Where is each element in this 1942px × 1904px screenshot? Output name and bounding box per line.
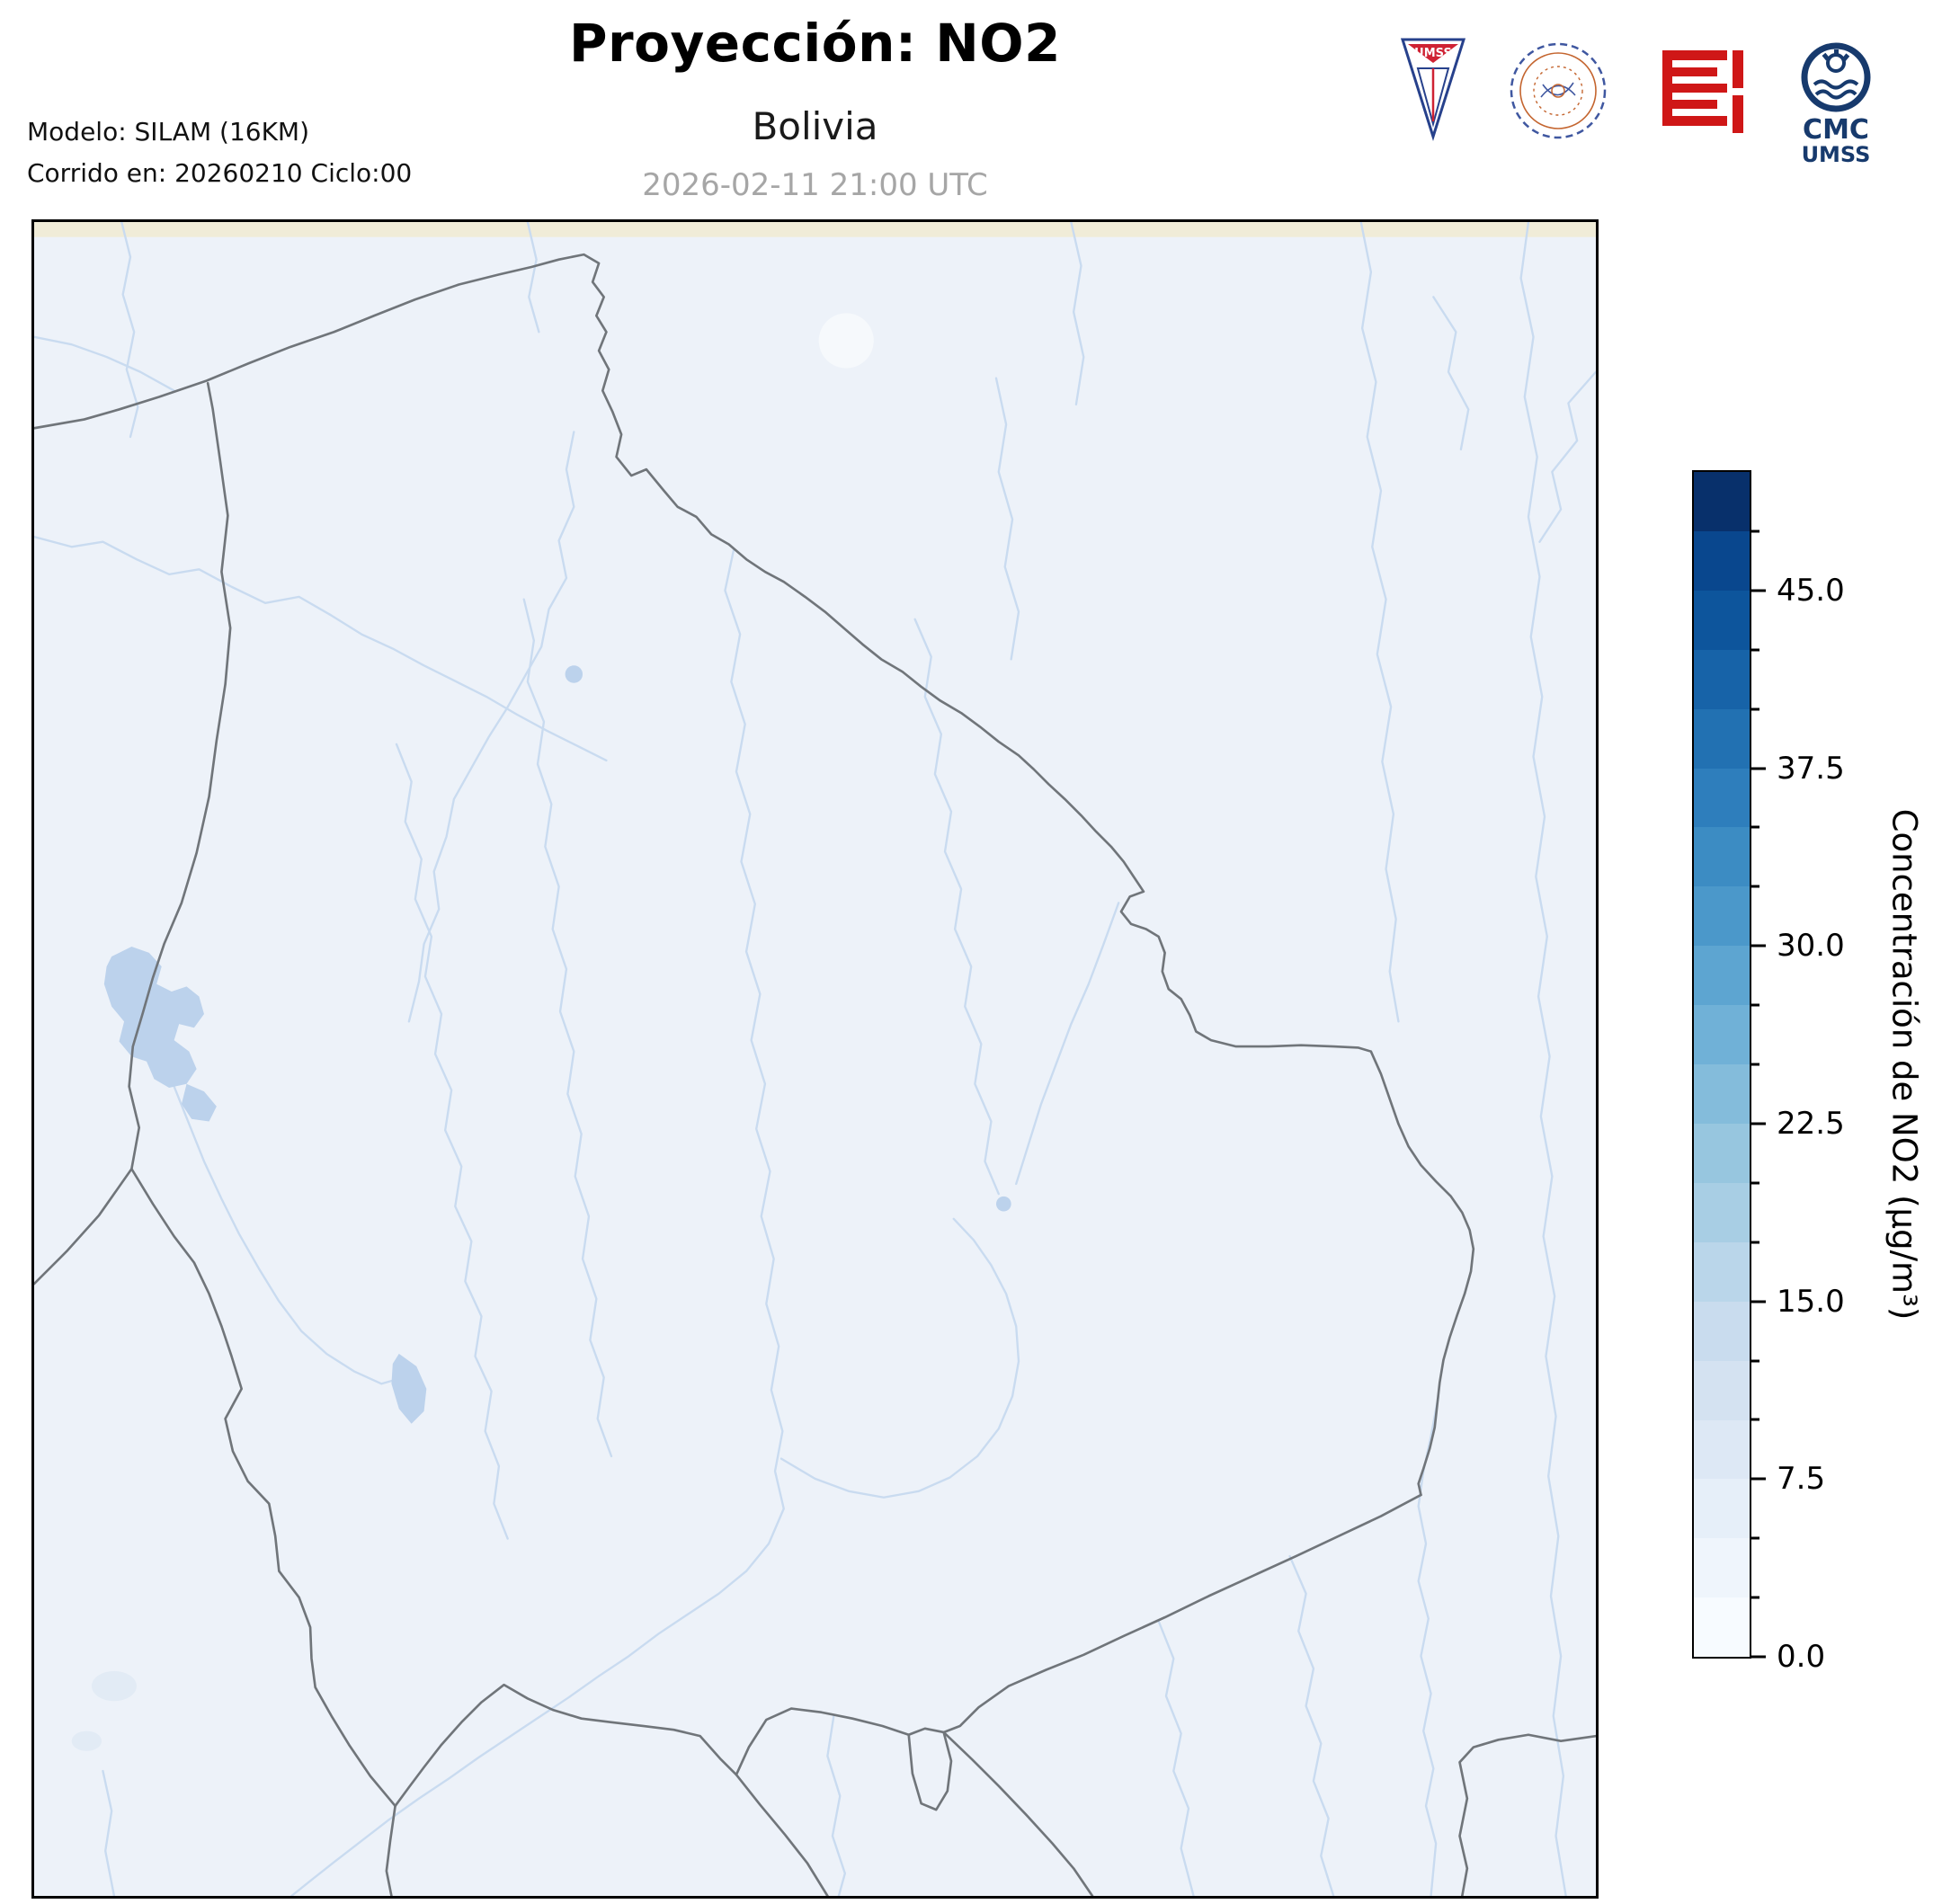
colorbar-segment xyxy=(1694,1064,1750,1124)
colorbar-segment xyxy=(1694,1123,1750,1183)
umss-shield-logo: UMSS xyxy=(1400,38,1466,141)
colorbar-tick-label: 37.5 xyxy=(1777,750,1845,787)
salar-patch xyxy=(71,1731,102,1751)
colorbar-major-tick xyxy=(1751,1477,1766,1481)
colorbar-axis-label: Concentración de NO2 (µg/m³) xyxy=(1884,808,1924,1321)
colorbar-segment xyxy=(1694,1301,1750,1361)
colorbar-major-tick xyxy=(1751,1655,1766,1659)
colorbar-tick-label: 15.0 xyxy=(1777,1283,1845,1320)
region-subtitle: Bolivia xyxy=(752,104,878,148)
colorbar-minor-tick xyxy=(1751,1596,1759,1599)
colorbar-major-tick xyxy=(1751,1300,1766,1303)
country-border-lines xyxy=(34,253,1596,1896)
colorbar-segment xyxy=(1694,472,1750,531)
river-lines xyxy=(34,222,1596,1896)
colorbar-segment xyxy=(1694,1479,1750,1539)
map-background xyxy=(34,222,1596,1896)
colorbar-minor-tick xyxy=(1751,1181,1759,1185)
colorbar-minor-tick xyxy=(1751,529,1759,533)
colorbar-segment xyxy=(1694,1005,1750,1065)
colorbar-minor-tick xyxy=(1751,648,1759,652)
colorbar-segment xyxy=(1694,1597,1750,1658)
cmc-umss-logo: CMC UMSS xyxy=(1801,42,1871,165)
colorbar-segment xyxy=(1694,1241,1750,1302)
colorbar-minor-tick xyxy=(1751,1536,1759,1540)
colorbar-tick-label: 30.0 xyxy=(1777,928,1845,965)
lake-titicaca-minor xyxy=(181,1083,217,1122)
colorbar-segment xyxy=(1694,768,1750,828)
cmc-logo-subtext: UMSS xyxy=(1802,142,1871,165)
colorbar-minor-tick xyxy=(1751,1063,1759,1066)
colorbar-segment xyxy=(1694,1360,1750,1420)
colorbar-major-tick xyxy=(1751,589,1766,592)
map-plot xyxy=(31,219,1599,1899)
colorbar-tick-label: 22.5 xyxy=(1777,1105,1845,1142)
colorbar-segment xyxy=(1694,590,1750,650)
lakes xyxy=(71,665,1011,1751)
colorbar-major-tick xyxy=(1751,767,1766,770)
small-lake xyxy=(995,1196,1011,1212)
colorbar-tick-label: 45.0 xyxy=(1777,572,1845,609)
umss-logo-text: UMSS xyxy=(1414,47,1452,60)
colorbar-minor-tick xyxy=(1751,1003,1759,1007)
map-top-land-strip xyxy=(34,222,1596,237)
physics-department-seal xyxy=(1510,42,1607,139)
colorbar-segment xyxy=(1694,886,1750,947)
colorbar-segment xyxy=(1694,1182,1750,1242)
page-title: Proyección: NO2 xyxy=(569,13,1061,74)
colorbar-segment xyxy=(1694,708,1750,769)
colorbar-minor-tick xyxy=(1751,1241,1759,1244)
lake-titicaca xyxy=(103,946,204,1088)
colorbar-minor-tick xyxy=(1751,885,1759,888)
colorbar-major-tick xyxy=(1751,1122,1766,1125)
colorbar-segment xyxy=(1694,1419,1750,1480)
colorbar-segment xyxy=(1694,649,1750,709)
colorbar-tick-label: 0.0 xyxy=(1777,1639,1826,1675)
model-name: Modelo: SILAM (16KM) xyxy=(27,117,310,147)
colorbar-segment xyxy=(1694,530,1750,591)
colorbar-minor-tick xyxy=(1751,825,1759,829)
cmc-logo-text: CMC xyxy=(1803,114,1869,146)
colorbar-segment xyxy=(1694,827,1750,887)
colorbar-minor-tick xyxy=(1751,707,1759,711)
colorbar-ticks: 0.0 7.5 15.0 22.5 30.0 37.5 45.0 xyxy=(1751,472,1904,1675)
model-info: Modelo: SILAM (16KM) Corrido en: 2026021… xyxy=(27,111,412,194)
colorbar-segment xyxy=(1694,1538,1750,1598)
valid-datetime: 2026-02-11 21:00 UTC xyxy=(642,167,988,203)
colorbar-major-tick xyxy=(1751,944,1766,948)
colorbar-segment xyxy=(1694,946,1750,1006)
bolivia-map-svg xyxy=(34,222,1596,1896)
low-value-patch xyxy=(818,313,874,369)
colorbar-gradient xyxy=(1692,470,1751,1659)
colorbar-minor-tick xyxy=(1751,1359,1759,1362)
lake-poopo xyxy=(391,1353,427,1424)
salar-patch xyxy=(91,1670,137,1702)
fcyt-red-logo xyxy=(1662,50,1743,133)
colorbar-tick-label: 7.5 xyxy=(1777,1461,1826,1498)
model-run: Corrido en: 20260210 Ciclo:00 xyxy=(27,158,413,188)
small-lake xyxy=(565,665,583,683)
colorbar-minor-tick xyxy=(1751,1418,1759,1421)
